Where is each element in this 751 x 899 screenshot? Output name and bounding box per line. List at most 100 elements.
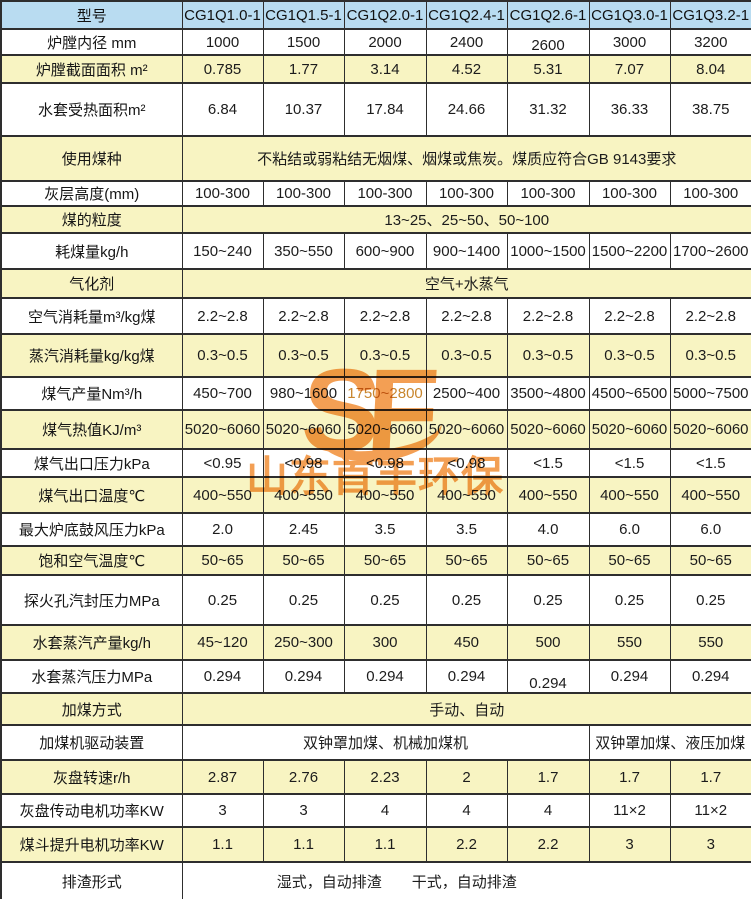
value-cell: 600~900 bbox=[343, 232, 427, 270]
value-cell: 2000 bbox=[343, 28, 427, 56]
value-cell: 3 bbox=[262, 793, 345, 828]
value-cell: 100-300 bbox=[343, 180, 427, 207]
value-cell: 38.75 bbox=[669, 82, 751, 137]
value-cell: 7.07 bbox=[588, 54, 671, 84]
value-cell: 550 bbox=[669, 624, 751, 661]
value-cell: 4 bbox=[506, 793, 590, 828]
value-cell: 2500~400 bbox=[425, 376, 508, 411]
value-cell: 400~550 bbox=[588, 476, 671, 514]
value-cell: 0.25 bbox=[181, 574, 264, 626]
value-cell: 2.2~2.8 bbox=[425, 297, 508, 335]
value-cell: 2.76 bbox=[262, 759, 345, 795]
value-cell: 1.7 bbox=[506, 759, 590, 795]
value-cell: 100-300 bbox=[506, 180, 590, 207]
value-cell: 2.45 bbox=[262, 512, 345, 547]
value-cell: 0.3~0.5 bbox=[181, 333, 264, 378]
value-cell: 3 bbox=[588, 826, 671, 863]
value-cell: 0.25 bbox=[506, 574, 590, 626]
row-label: 炉膛截面面积 m² bbox=[0, 54, 183, 84]
value-cell: 0.294 bbox=[181, 659, 264, 694]
value-cell: 5020~6060 bbox=[425, 409, 508, 450]
value-cell: 5020~6060 bbox=[181, 409, 264, 450]
value-cell: 5020~6060 bbox=[343, 409, 427, 450]
value-cell: 4.0 bbox=[506, 512, 590, 547]
value-cell: 17.84 bbox=[343, 82, 427, 137]
value-cell: 3.5 bbox=[425, 512, 508, 547]
row-label: 水套蒸汽产量kg/h bbox=[0, 624, 183, 661]
column-header: CG1Q3.0-1 bbox=[588, 0, 671, 30]
value-cell: 6.84 bbox=[181, 82, 264, 137]
column-header: CG1Q2.4-1 bbox=[425, 0, 508, 30]
value-cell: 0.294 bbox=[343, 659, 427, 694]
value-cell: 0.25 bbox=[669, 574, 751, 626]
value-cell: 400~550 bbox=[262, 476, 345, 514]
value-cell: 450 bbox=[425, 624, 508, 661]
value-cell: 31.32 bbox=[506, 82, 590, 137]
row-label: 蒸汽消耗量kg/kg煤 bbox=[0, 333, 183, 378]
value-cell: 2.2~2.8 bbox=[588, 297, 671, 335]
value-cell: 1.1 bbox=[343, 826, 427, 863]
value-cell: 450~700 bbox=[181, 376, 264, 411]
column-header: CG1Q2.6-1 bbox=[506, 0, 590, 30]
value-cell: 0.3~0.5 bbox=[506, 333, 590, 378]
value-cell: 36.33 bbox=[588, 82, 671, 137]
value-cell: 1500 bbox=[262, 28, 345, 56]
row-label: 水套蒸汽压力MPa bbox=[0, 659, 183, 694]
value-cell: 50~65 bbox=[588, 545, 671, 576]
value-cell: 0.3~0.5 bbox=[262, 333, 345, 378]
value-cell: 1.7 bbox=[588, 759, 671, 795]
value-cell: 45~120 bbox=[181, 624, 264, 661]
value-cell: 0.3~0.5 bbox=[588, 333, 671, 378]
row-label: 煤气产量Nm³/h bbox=[0, 376, 183, 411]
span-cell: 双钟罩加煤、机械加煤机 bbox=[181, 724, 590, 761]
value-cell: <0.95 bbox=[181, 448, 264, 478]
value-cell: 4.52 bbox=[425, 54, 508, 84]
value-cell: 2 bbox=[425, 759, 508, 795]
value-cell: 5020~6060 bbox=[262, 409, 345, 450]
value-cell: 0.25 bbox=[343, 574, 427, 626]
value-cell: 3000 bbox=[588, 28, 671, 56]
value-cell: 100-300 bbox=[588, 180, 671, 207]
value-cell: 11×2 bbox=[588, 793, 671, 828]
row-label: 探火孔汽封压力MPa bbox=[0, 574, 183, 626]
row-label: 饱和空气温度℃ bbox=[0, 545, 183, 576]
value-cell: 2.2 bbox=[506, 826, 590, 863]
value-cell: 550 bbox=[588, 624, 671, 661]
model-header-cell: 型号 bbox=[0, 0, 183, 30]
row-label: 气化剂 bbox=[0, 268, 183, 299]
value-cell: 2.2 bbox=[425, 826, 508, 863]
value-cell: 400~550 bbox=[669, 476, 751, 514]
value-cell: 1700~2600 bbox=[669, 232, 751, 270]
value-cell: 400~550 bbox=[506, 476, 590, 514]
value-cell: <0.98 bbox=[262, 448, 345, 478]
span-cell: 双钟罩加煤、液压加煤 bbox=[588, 724, 751, 761]
row-label: 水套受热面积m² bbox=[0, 82, 183, 137]
value-cell: 0.294 bbox=[425, 659, 508, 694]
row-label: 炉膛内径 mm bbox=[0, 28, 183, 56]
value-cell: 5000~7500 bbox=[669, 376, 751, 411]
value-cell: 24.66 bbox=[425, 82, 508, 137]
value-cell: 0.25 bbox=[588, 574, 671, 626]
value-cell: 2.2~2.8 bbox=[181, 297, 264, 335]
value-cell: 0.294 bbox=[506, 659, 590, 694]
value-cell: 3 bbox=[181, 793, 264, 828]
span-cell: 13~25、25~50、50~100 bbox=[181, 205, 751, 234]
value-cell: 2.23 bbox=[343, 759, 427, 795]
row-label: 灰盘转速r/h bbox=[0, 759, 183, 795]
value-cell: 300 bbox=[343, 624, 427, 661]
row-label: 煤斗提升电机功率KW bbox=[0, 826, 183, 863]
value-cell: 2.2~2.8 bbox=[262, 297, 345, 335]
value-cell: 0.785 bbox=[181, 54, 264, 84]
value-cell: 0.3~0.5 bbox=[343, 333, 427, 378]
row-label: 加煤方式 bbox=[0, 692, 183, 726]
value-cell: 3200 bbox=[669, 28, 751, 56]
column-header: CG1Q1.5-1 bbox=[262, 0, 345, 30]
value-cell: 10.37 bbox=[262, 82, 345, 137]
value-cell: 0.3~0.5 bbox=[425, 333, 508, 378]
row-label: 排渣形式 bbox=[0, 861, 183, 899]
value-cell: 980~1600 bbox=[262, 376, 345, 411]
value-cell: 5020~6060 bbox=[669, 409, 751, 450]
value-cell: 1.1 bbox=[262, 826, 345, 863]
